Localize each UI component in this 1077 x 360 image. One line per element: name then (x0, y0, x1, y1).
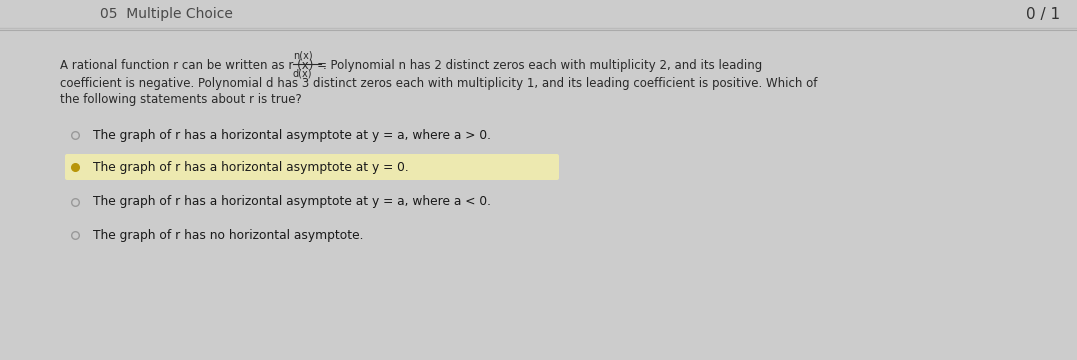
Text: The graph of r has no horizontal asymptote.: The graph of r has no horizontal asympto… (93, 229, 364, 242)
Text: 0 / 1: 0 / 1 (1026, 6, 1060, 22)
Text: coefficient is negative. Polynomial d has 3 distinct zeros each with multiplicit: coefficient is negative. Polynomial d ha… (60, 77, 817, 90)
Text: A rational function r can be written as r (x) =: A rational function r can be written as … (60, 58, 331, 72)
Text: The graph of r has a horizontal asymptote at y = a, where a < 0.: The graph of r has a horizontal asymptot… (93, 195, 491, 208)
Text: The graph of r has a horizontal asymptote at y = 0.: The graph of r has a horizontal asymptot… (93, 161, 409, 174)
Text: 05  Multiple Choice: 05 Multiple Choice (100, 7, 233, 21)
Text: n(x): n(x) (293, 50, 312, 60)
Text: . Polynomial n has 2 distinct zeros each with multiplicity 2, and its leading: . Polynomial n has 2 distinct zeros each… (323, 58, 763, 72)
Text: The graph of r has a horizontal asymptote at y = a, where a > 0.: The graph of r has a horizontal asymptot… (93, 129, 491, 141)
Text: d(x): d(x) (293, 68, 312, 78)
FancyBboxPatch shape (65, 154, 559, 180)
Text: the following statements about r is true?: the following statements about r is true… (60, 94, 302, 107)
